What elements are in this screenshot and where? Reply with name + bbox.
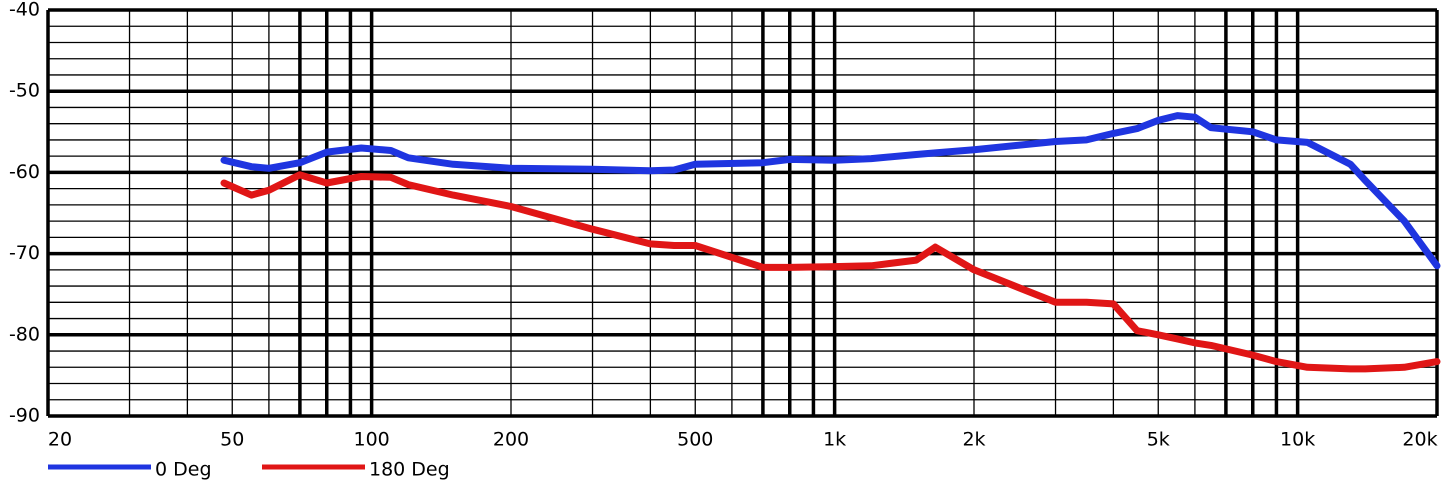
x-tick-label: 500 xyxy=(677,429,713,451)
y-tick-label: -60 xyxy=(9,161,40,183)
y-tick-label: -70 xyxy=(9,242,40,264)
x-tick-label: 50 xyxy=(220,429,244,451)
y-tick-label: -40 xyxy=(9,0,40,21)
y-tick-label: -90 xyxy=(9,405,40,427)
series-line xyxy=(220,112,1441,270)
x-tick-label: 200 xyxy=(493,429,529,451)
x-tick-label: 5k xyxy=(1147,429,1170,451)
y-tick-label: -80 xyxy=(9,323,40,345)
x-tick-label: 100 xyxy=(353,429,389,451)
x-tick-label: 20 xyxy=(48,429,72,451)
legend-label: 180 Deg xyxy=(369,459,450,481)
x-tick-label: 1k xyxy=(823,429,846,451)
x-tick-label: 20k xyxy=(1402,429,1437,451)
x-tick-label: 10k xyxy=(1280,429,1315,451)
series-line xyxy=(220,171,1441,373)
x-tick-label: 2k xyxy=(962,429,985,451)
y-tick-label: -50 xyxy=(9,80,40,102)
legend-label: 0 Deg xyxy=(155,459,212,481)
